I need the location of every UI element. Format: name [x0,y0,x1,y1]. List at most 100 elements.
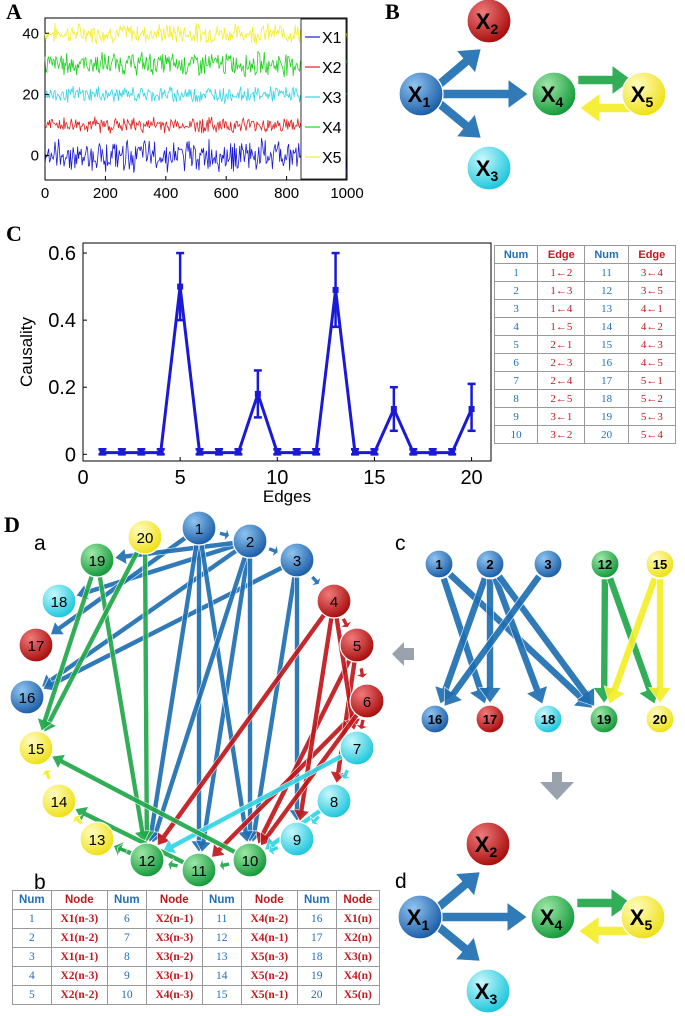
circle-node [79,821,115,857]
circle-node-label: 13 [89,832,106,849]
gray-arrow-right [392,642,414,666]
ring-arrow [40,769,55,781]
node-num-cell: 4 [12,966,52,986]
panel-label-d: D [4,512,20,537]
node-x3 [466,145,512,191]
arrow-x5-x4 [578,916,630,946]
edge-table-row: 10 3←2 20 5←4 [493,425,677,444]
x-tick-label: 15 [363,467,385,489]
circle-node-label: 19 [89,553,106,570]
ring-arrow [219,857,231,873]
network-edge [292,616,335,822]
bipartite-edge [648,578,672,704]
circle-node-label: 8 [330,794,338,811]
edge-table-row: 5 2←1 15 4←3 [493,335,677,354]
bipartite-node [645,704,675,734]
legend-box [300,18,347,180]
x-tick-label: 200 [93,185,118,202]
chart-a-legend: X1 X2 X3 X4 X5 [300,18,347,180]
node-cell: X4(n-2) [240,909,298,929]
edge-num-cell: 19 [584,407,629,426]
sublabel-d: d [395,870,407,893]
ring-arrow [338,768,353,780]
data-point [332,286,339,293]
edge-cell: 2←4 [537,371,586,390]
circle-node-label: 10 [242,853,259,870]
node-cell: X3(n-3) [145,928,203,948]
edge-num-cell: 1 [493,263,539,282]
node-num-cell: 15 [201,985,242,1005]
edge-num-cell: 3 [493,299,539,318]
data-point [157,449,164,456]
edge-cell: 5←4 [627,425,677,444]
node-cell: X4(n) [335,966,381,986]
edge-num-cell: 6 [493,353,539,372]
edge-cell: 1←3 [537,281,586,300]
data-point [138,449,145,456]
circle-node [349,683,385,719]
series-x5-line [44,22,348,45]
sublabel-b: b [34,871,46,894]
edge-table-row: 4 1←5 14 4←2 [493,317,677,336]
ring-arrow [218,527,230,542]
node-table-header: Node [240,890,298,910]
edge-cell: 1←5 [537,317,586,336]
data-point [118,449,125,456]
data-point [99,449,106,456]
node-num-cell: 12 [201,928,242,948]
network-edge [198,543,255,843]
bipartite-edge [592,578,616,704]
edge-num-cell: 15 [584,335,629,354]
node-cell: X1(n-2) [50,928,108,948]
node-num-cell: 11 [201,909,242,929]
node-table-row: 3 X1(n-1) 8 X3(n-2) 13 X5(n-3) 18 X3(n) [12,947,381,967]
chart-a-frame [44,17,348,181]
edge-table-row: 3 1←4 13 4←1 [493,299,677,318]
node-x5-label: X5 [630,905,653,933]
edge-cell: 5←2 [627,389,677,408]
node-table-header: Num [296,890,337,910]
edge-num-cell: 16 [584,353,629,372]
node-num-cell: 6 [106,909,147,929]
node-x5 [621,71,667,117]
node-x5 [620,894,666,940]
node-num-cell: 1 [12,909,52,929]
x-tick-label: 0 [77,467,88,489]
arrow-x1-x4 [440,79,529,109]
node-num-cell: 2 [12,928,52,948]
node-cell: X1(n-1) [50,947,108,967]
node-table-header: Node [50,890,108,910]
y-tick-label: 0.2 [48,377,76,399]
circle-node [41,583,77,619]
edge-table-row: 8 2←5 18 5←2 [493,389,677,408]
legend-label: X3 [322,90,342,107]
sublabel-a: a [34,532,46,555]
edge-num-cell: 20 [584,425,629,444]
data-point [371,449,378,456]
data-point [216,449,222,456]
circle-node-label: 3 [293,553,301,570]
network-edge [138,552,156,843]
circle-node-label: 6 [363,694,371,711]
sublabel-c: c [395,532,406,555]
edge-num-cell: 14 [584,317,629,336]
node-cell: X1(n) [335,909,381,929]
ring-arrow [72,814,84,826]
ring-arrow [354,718,370,730]
node-x3-label: X3 [475,979,498,1007]
data-point [254,390,261,397]
edge-num-cell: 8 [493,389,539,408]
ring-arrow [309,814,321,826]
bipartite-node-label: 3 [544,557,551,572]
bipartite-node-label: 17 [483,712,497,727]
x-tick-label: 10 [266,467,288,489]
ring-arrow [354,667,370,679]
node-num-cell: 8 [106,947,147,967]
panel-label-c: C [6,221,22,246]
network-edge [36,574,95,732]
panel-label-a: A [6,0,22,24]
node-table-header: Num [106,890,147,910]
